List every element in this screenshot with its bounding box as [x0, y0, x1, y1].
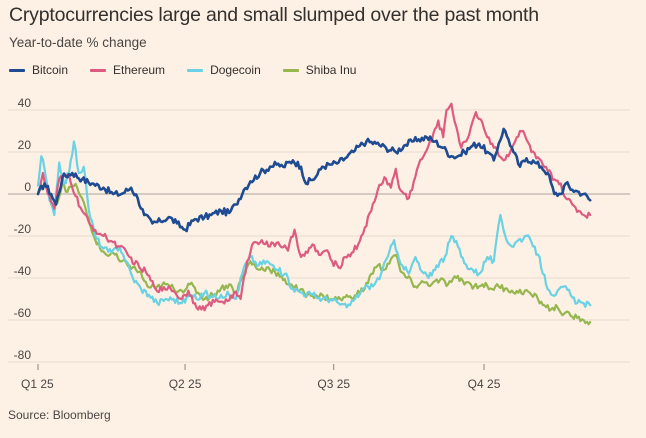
- legend-label-dogecoin: Dogecoin: [210, 63, 261, 77]
- series-line-bitcoin: [36, 127, 592, 233]
- legend-item-bitcoin: Bitcoin: [9, 63, 68, 77]
- series-line-dogecoin: [36, 140, 592, 309]
- source-note: Source: Bloomberg: [8, 408, 111, 422]
- chart-subtitle: Year-to-date % change: [9, 35, 147, 50]
- series-line-ethereum: [36, 102, 592, 312]
- series-line-shiba-inu: [36, 180, 592, 326]
- legend-item-shiba-inu: Shiba Inu: [282, 63, 357, 77]
- y-axis-ticks: 40 20 0 -20 -40 -60 -80: [14, 96, 32, 362]
- series-lines: [36, 102, 592, 326]
- y-tick-label: -60: [14, 306, 32, 320]
- x-tick-label: Q2 25: [169, 377, 202, 391]
- legend-item-ethereum: Ethereum: [90, 63, 165, 77]
- legend-item-dogecoin: Dogecoin: [187, 63, 261, 77]
- legend-swatch-ethereum: [90, 68, 107, 72]
- y-tick-label: 40: [18, 96, 32, 110]
- y-tick-label: -80: [14, 348, 32, 362]
- x-tick-label: Q3 25: [317, 377, 350, 391]
- legend-label-shiba-inu: Shiba Inu: [305, 63, 357, 77]
- x-tick-label: Q4 25: [468, 377, 501, 391]
- legend-label-ethereum: Ethereum: [113, 63, 166, 77]
- x-axis-ticks: Q1 25 Q2 25 Q3 25 Q4 25: [21, 364, 501, 391]
- y-tick-label: 20: [18, 138, 32, 152]
- x-tick-label: Q1 25: [21, 377, 54, 391]
- legend-swatch-shiba-inu: [282, 68, 299, 72]
- legend-swatch-dogecoin: [187, 68, 204, 72]
- chart-title: Cryptocurrencies large and small slumped…: [9, 4, 539, 26]
- chart-legend: Bitcoin Ethereum Dogecoin Shiba Inu: [9, 63, 356, 77]
- legend-swatch-bitcoin: [9, 68, 25, 72]
- y-tick-label: 0: [24, 180, 31, 194]
- legend-label-bitcoin: Bitcoin: [32, 63, 69, 77]
- y-tick-label: -40: [14, 264, 32, 278]
- y-tick-label: -20: [14, 222, 32, 236]
